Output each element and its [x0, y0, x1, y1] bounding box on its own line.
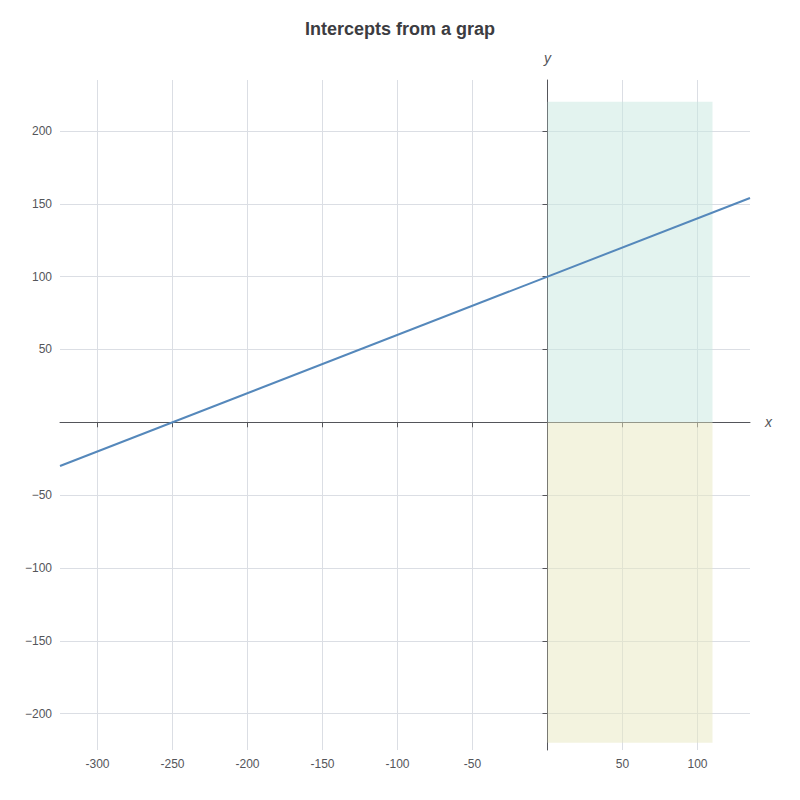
- svg-text:−200: −200: [25, 707, 52, 721]
- svg-text:50: 50: [39, 342, 53, 356]
- svg-text:−150: −150: [25, 634, 52, 648]
- svg-text:100: 100: [32, 270, 52, 284]
- svg-text:-250: -250: [160, 757, 184, 771]
- svg-text:y: y: [543, 50, 552, 66]
- svg-text:x: x: [764, 414, 773, 430]
- svg-text:−100: −100: [25, 561, 52, 575]
- svg-text:−50: −50: [32, 488, 53, 502]
- svg-text:100: 100: [687, 757, 707, 771]
- svg-text:-50: -50: [464, 757, 482, 771]
- svg-text:200: 200: [32, 124, 52, 138]
- svg-text:-100: -100: [385, 757, 409, 771]
- svg-text:-200: -200: [235, 757, 259, 771]
- svg-text:-150: -150: [310, 757, 334, 771]
- svg-text:-300: -300: [85, 757, 109, 771]
- svg-text:50: 50: [616, 757, 630, 771]
- svg-text:150: 150: [32, 197, 52, 211]
- svg-text:Intercepts from a grap: Intercepts from a grap: [305, 19, 495, 39]
